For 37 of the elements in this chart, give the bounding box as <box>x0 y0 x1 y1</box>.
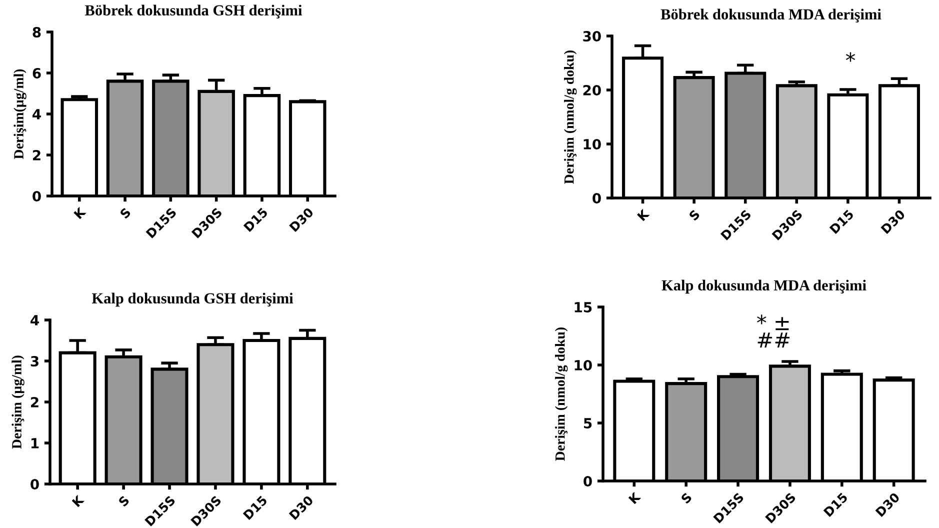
y-axis-title: Derişim (nmol/g doku) <box>564 50 577 184</box>
y-tick-label: 2 <box>33 150 40 160</box>
annotation: * <box>846 52 856 62</box>
y-tick-label: 0 <box>32 190 41 202</box>
x-tick-label: K <box>628 491 642 504</box>
y-axis-title: Derişim (µg/ml) <box>12 356 24 449</box>
y-tick-label: 0 <box>592 192 601 204</box>
y-tick-label: 6 <box>32 68 41 78</box>
y-tick-label: 10 <box>584 138 601 150</box>
y-tick-label: 0 <box>584 476 592 486</box>
x-tick-label: K <box>72 494 85 508</box>
annotation: ## <box>758 332 790 348</box>
y-tick-label: 10 <box>574 360 592 370</box>
y-axis-title: Derişim(µg/ml) <box>14 69 26 160</box>
chart-title: Kalp dokusunda MDA derişimi <box>662 280 866 294</box>
y-axis-title: Derişim (nmol/g doku) <box>554 327 568 461</box>
y-tick-label: 3 <box>30 356 38 366</box>
y-tick-label: 1 <box>31 438 39 448</box>
y-tick-label: 30 <box>583 30 601 42</box>
x-tick-label: S <box>680 492 692 504</box>
chart-title: Böbrek dokusunda MDA derişimi <box>660 8 882 22</box>
annotation: * ± <box>757 314 789 330</box>
y-tick-label: 15 <box>574 302 592 312</box>
x-tick-label: S <box>118 495 130 507</box>
y-tick-label: 5 <box>584 418 592 428</box>
x-tick-label: S <box>688 209 700 221</box>
y-tick-label: 0 <box>30 478 39 490</box>
y-tick-label: 4 <box>30 315 39 326</box>
y-tick-label: 2 <box>31 396 38 408</box>
y-tick-label: 20 <box>583 84 601 96</box>
y-tick-label: 8 <box>32 26 41 38</box>
y-tick-label: 4 <box>32 109 41 120</box>
chart-title: Böbrek dokusunda GSH derişimi <box>85 4 302 18</box>
x-tick-label: S <box>119 207 132 219</box>
chart-title: Kalp dokusunda GSH derişimi <box>92 292 294 307</box>
x-tick-label: K <box>74 206 86 220</box>
x-tick-label: K <box>637 208 650 222</box>
